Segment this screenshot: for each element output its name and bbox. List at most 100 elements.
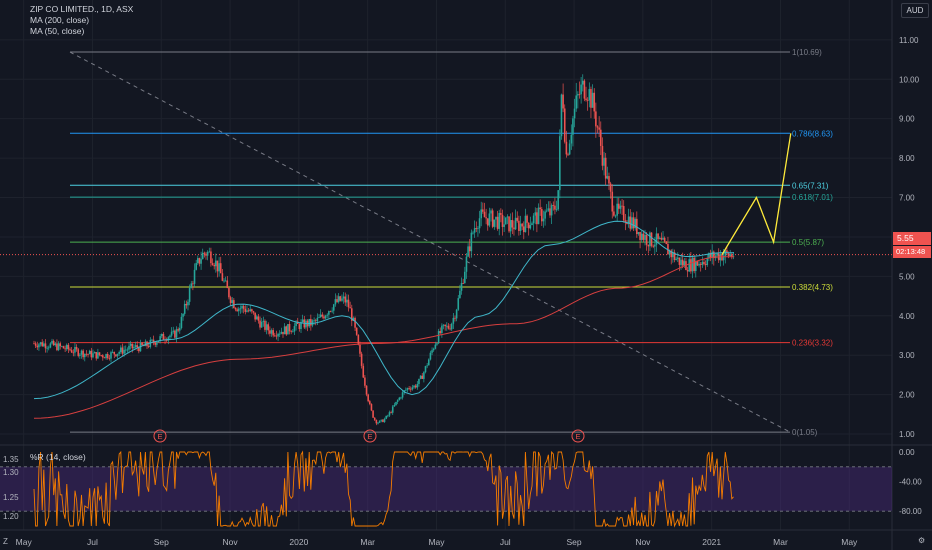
- candle-body: [655, 233, 658, 245]
- candle-body: [375, 419, 378, 424]
- candle-body: [581, 80, 584, 85]
- candle-body: [97, 352, 99, 359]
- candle-body: [454, 317, 456, 319]
- settings-gear-icon[interactable]: ⚙: [918, 536, 926, 545]
- candle-body: [185, 303, 188, 306]
- x-tick-label: Jul: [500, 537, 511, 547]
- candle-body: [478, 218, 481, 229]
- candle-body: [224, 280, 227, 282]
- candle-body: [349, 307, 351, 309]
- earnings-marker: E: [363, 429, 377, 443]
- symbol-title[interactable]: ZIP CO LIMITED., 1D, ASX: [30, 4, 134, 14]
- candle-body: [660, 237, 663, 240]
- candle-body: [588, 89, 591, 101]
- candle-body: [329, 311, 332, 312]
- candle-body: [67, 344, 70, 350]
- zoom-reset-button[interactable]: Z: [3, 537, 8, 546]
- candle-body: [446, 325, 448, 327]
- candle-body: [423, 372, 425, 379]
- candle-body: [637, 232, 640, 235]
- candle-body: [721, 254, 723, 261]
- candle-body: [731, 254, 733, 257]
- candle-body: [120, 347, 122, 353]
- candle-body: [727, 252, 730, 256]
- candle-body: [233, 300, 235, 309]
- candle-body: [529, 225, 532, 229]
- candle-body: [509, 220, 512, 232]
- ma200-legend[interactable]: MA (200, close): [30, 15, 90, 25]
- candle-body: [568, 143, 571, 155]
- candle-body: [447, 325, 450, 329]
- candle-body: [116, 353, 119, 357]
- candle-body: [644, 234, 646, 240]
- candle-body: [464, 271, 466, 284]
- candle-body: [475, 228, 478, 230]
- candle-body: [282, 331, 284, 335]
- candle-body: [450, 323, 453, 330]
- candle-body: [559, 136, 561, 191]
- candle-body: [131, 343, 134, 349]
- candle-body: [106, 354, 109, 359]
- candle-body: [123, 349, 125, 354]
- candle-body: [211, 263, 214, 266]
- candle-body: [414, 385, 417, 388]
- candle-body: [629, 216, 632, 229]
- fib-retracement: 1(10.69) 0.786(8.63) 0.65(7.31) 0.618(7.01)…: [69, 48, 833, 437]
- currency-button[interactable]: AUD: [901, 3, 929, 18]
- candle-body: [354, 317, 356, 328]
- candle-body: [544, 211, 546, 219]
- candle-body: [121, 347, 124, 354]
- candle-body: [649, 232, 651, 247]
- candle-body: [359, 344, 361, 354]
- candle-body: [318, 317, 320, 319]
- candle-body: [61, 346, 63, 348]
- candle-body: [275, 335, 278, 337]
- willr-legend[interactable]: %R (14, close): [30, 452, 86, 462]
- candle-body: [611, 191, 614, 212]
- candle-body: [385, 415, 387, 419]
- candle-body: [409, 388, 412, 390]
- candle-body: [195, 263, 197, 270]
- candle-body: [603, 157, 605, 166]
- candle-body: [419, 375, 422, 379]
- candle-body: [618, 203, 620, 209]
- candle-body: [182, 313, 184, 317]
- x-tick-label: Jul: [87, 537, 98, 547]
- candle-body: [105, 354, 107, 359]
- candle-body: [111, 351, 114, 353]
- candle-body: [362, 365, 365, 378]
- candle-body: [170, 331, 173, 336]
- candle-body: [667, 243, 669, 255]
- candle-body: [554, 205, 556, 210]
- candle-body: [539, 207, 541, 210]
- candle-body: [215, 260, 217, 267]
- candle-body: [668, 250, 671, 255]
- candle-body: [93, 352, 96, 354]
- candle-body: [398, 397, 401, 401]
- candle-body: [513, 227, 515, 230]
- candle-body: [626, 222, 628, 224]
- candle-body: [278, 333, 281, 335]
- candle-body: [221, 273, 224, 281]
- candle-body: [336, 299, 338, 303]
- ma50-legend[interactable]: MA (50, close): [30, 26, 85, 36]
- candle-body: [201, 252, 204, 260]
- candle-body: [287, 324, 289, 335]
- candle-body: [193, 269, 196, 284]
- candle-body: [51, 340, 53, 344]
- candle-body: [393, 404, 396, 407]
- candle-body: [298, 323, 301, 329]
- candle-body: [313, 320, 315, 322]
- candle-body: [680, 259, 682, 265]
- candle-body: [56, 343, 58, 351]
- x-tick-label: May: [428, 537, 445, 547]
- y-tick-label: 1.00: [899, 430, 915, 439]
- candle-body: [288, 324, 291, 332]
- x-tick-label: Nov: [223, 537, 239, 547]
- candle-body: [324, 315, 327, 319]
- candle-body: [229, 297, 232, 303]
- candle-body: [141, 342, 143, 346]
- candle-body: [77, 349, 80, 356]
- candle-body: [500, 213, 502, 215]
